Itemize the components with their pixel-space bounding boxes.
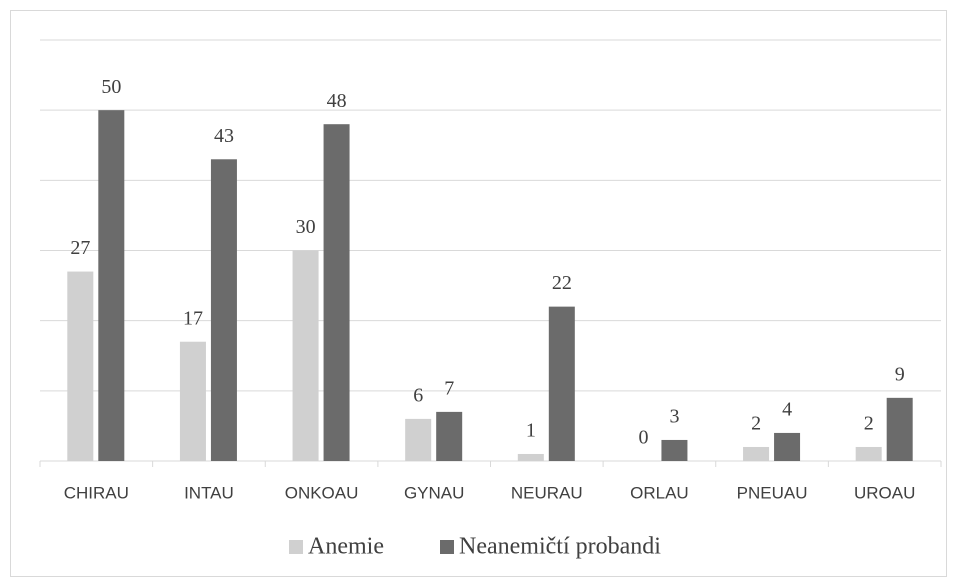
bar <box>210 159 237 462</box>
bar <box>405 418 432 461</box>
bar <box>774 432 801 461</box>
data-label: 4 <box>782 399 792 421</box>
data-label: 22 <box>552 272 572 294</box>
bar <box>323 124 350 461</box>
bar <box>517 453 544 461</box>
bar <box>98 110 125 462</box>
chart-border <box>10 10 947 577</box>
data-label: 7 <box>444 377 454 399</box>
data-label: 3 <box>669 406 679 428</box>
data-label: 0 <box>638 427 648 449</box>
bar <box>661 439 688 461</box>
legend-label: Neanemičtí probandi <box>459 534 661 560</box>
x-tick-label: ORLAU <box>630 483 689 502</box>
x-tick-label: ONKOAU <box>285 483 359 502</box>
bar <box>179 341 206 461</box>
data-label: 48 <box>327 90 347 112</box>
data-label: 2 <box>751 413 761 435</box>
data-label: 43 <box>214 125 234 147</box>
x-tick-label: NEURAU <box>511 483 583 502</box>
data-label: 6 <box>413 384 423 406</box>
data-label: 2 <box>864 413 874 435</box>
data-label: 50 <box>101 76 121 98</box>
legend-swatch <box>289 540 303 554</box>
bar <box>855 446 882 461</box>
x-tick-label: UROAU <box>854 483 915 502</box>
bar <box>886 397 913 461</box>
data-label: 27 <box>70 237 90 259</box>
x-tick-label: GYNAU <box>404 483 464 502</box>
x-tick-label: INTAU <box>184 483 234 502</box>
bar <box>436 411 463 461</box>
x-tick-label: CHIRAU <box>64 483 129 502</box>
bar <box>292 250 319 461</box>
data-label: 1 <box>526 420 536 442</box>
bar <box>743 446 770 461</box>
legend-swatch <box>440 540 454 554</box>
legend-label: Anemie <box>308 534 384 560</box>
x-tick-label: PNEUAU <box>737 483 808 502</box>
bar <box>67 271 94 461</box>
bar <box>548 306 575 461</box>
data-label: 9 <box>895 363 905 385</box>
data-label: 30 <box>296 216 316 238</box>
data-label: 17 <box>183 307 203 329</box>
